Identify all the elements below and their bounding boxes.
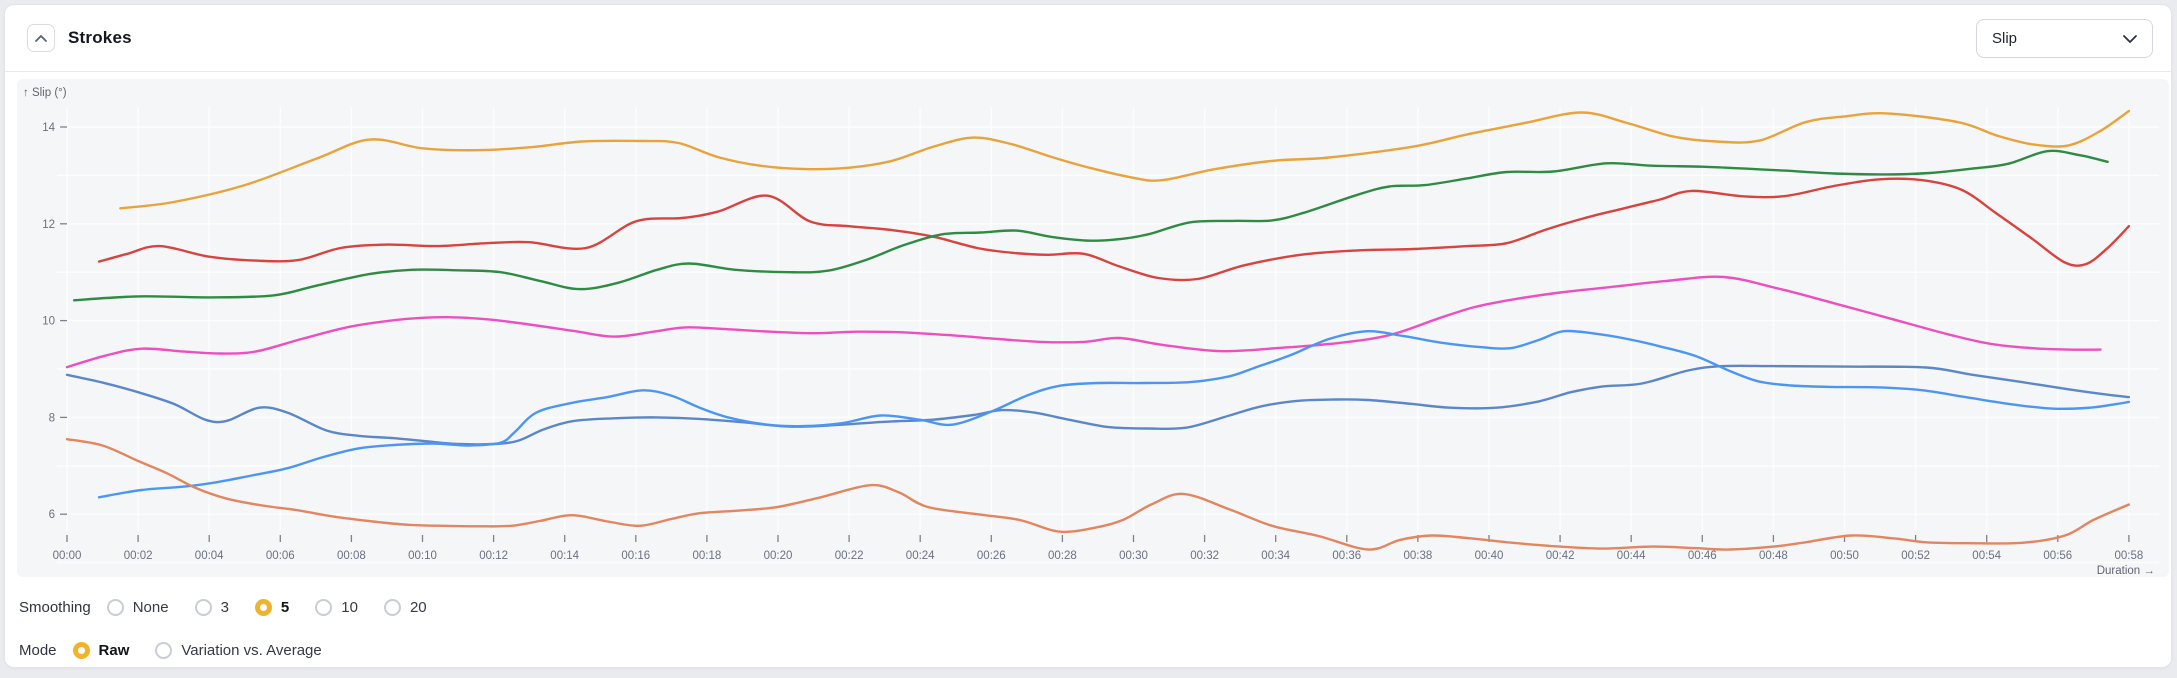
svg-text:00:14: 00:14 xyxy=(550,550,579,562)
smoothing-option-3[interactable]: 3 xyxy=(194,598,229,616)
svg-text:00:40: 00:40 xyxy=(1475,550,1504,562)
svg-text:6: 6 xyxy=(49,509,55,521)
card-header: Strokes Slip xyxy=(5,5,2171,72)
svg-text:00:24: 00:24 xyxy=(906,550,935,562)
svg-text:00:42: 00:42 xyxy=(1546,550,1575,562)
radio-icon[interactable] xyxy=(155,641,173,659)
stroke-salmon-line xyxy=(65,438,2131,551)
svg-text:00:10: 00:10 xyxy=(408,550,437,562)
svg-text:00:36: 00:36 xyxy=(1332,550,1361,562)
svg-text:Duration →: Duration → xyxy=(2097,565,2155,577)
svg-text:00:48: 00:48 xyxy=(1759,550,1788,562)
metric-dropdown-value: Slip xyxy=(1992,30,2018,47)
svg-text:8: 8 xyxy=(49,412,55,424)
radio-option-label: 10 xyxy=(341,598,358,616)
radio-option-label: None xyxy=(132,598,169,616)
svg-text:10: 10 xyxy=(42,316,55,328)
mode-control-row: Mode Raw Variation vs. Average xyxy=(19,634,2157,666)
smoothing-control-row: Smoothing None 3 5 10 20 xyxy=(19,591,2157,623)
radio-icon[interactable] xyxy=(72,641,90,659)
svg-text:00:38: 00:38 xyxy=(1404,550,1433,562)
mode-label: Mode xyxy=(19,641,57,659)
collapse-button[interactable] xyxy=(27,24,55,52)
radio-icon[interactable] xyxy=(383,598,401,616)
mode-option-raw[interactable]: Raw xyxy=(72,641,130,659)
mode-radio-group: Raw Variation vs. Average xyxy=(72,641,348,659)
svg-text:00:32: 00:32 xyxy=(1190,550,1219,562)
smoothing-option-10[interactable]: 10 xyxy=(315,598,358,616)
svg-text:00:58: 00:58 xyxy=(2115,550,2144,562)
stroke-red-line xyxy=(97,177,2131,282)
radio-option-label: 20 xyxy=(409,598,427,616)
svg-text:00:12: 00:12 xyxy=(479,550,508,562)
svg-text:00:52: 00:52 xyxy=(1901,550,1930,562)
smoothing-option-5[interactable]: 5 xyxy=(254,598,290,616)
strokes-line-chart: 6 8 10 12 14 00:00 00:02 00:04 00:06 00:08 00:10 00… xyxy=(17,79,2169,577)
svg-text:00:26: 00:26 xyxy=(977,550,1006,562)
radio-icon[interactable] xyxy=(254,598,272,616)
stroke-magenta-line xyxy=(65,275,2102,369)
svg-text:00:16: 00:16 xyxy=(621,550,650,562)
svg-text:00:02: 00:02 xyxy=(124,550,153,562)
stroke-amber-line xyxy=(119,109,2131,210)
svg-text:00:56: 00:56 xyxy=(2043,550,2072,562)
svg-text:00:08: 00:08 xyxy=(337,550,366,562)
svg-text:00:30: 00:30 xyxy=(1119,550,1148,562)
svg-text:00:00: 00:00 xyxy=(53,550,82,562)
svg-text:↑ Slip (°): ↑ Slip (°) xyxy=(23,87,67,99)
strokes-card: Strokes Slip 6 8 10 12 14 00:00 00:02 00:04 00:0… xyxy=(4,4,2172,668)
smoothing-label: Smoothing xyxy=(19,598,91,616)
page-title: Strokes xyxy=(68,28,132,47)
chevron-up-icon xyxy=(34,34,48,43)
svg-text:00:04: 00:04 xyxy=(195,550,224,562)
chart-controls: Smoothing None 3 5 10 20 Mode Raw Variation v… xyxy=(19,591,2157,677)
metric-dropdown[interactable]: Slip xyxy=(1976,19,2153,58)
svg-text:00:54: 00:54 xyxy=(1972,550,2001,562)
smoothing-option-20[interactable]: 20 xyxy=(383,598,427,616)
svg-text:00:44: 00:44 xyxy=(1617,550,1646,562)
radio-option-label: 3 xyxy=(220,598,229,616)
chart-canvas: 6 8 10 12 14 00:00 00:02 00:04 00:06 00:08 00:10 00… xyxy=(23,87,2159,577)
radio-icon[interactable] xyxy=(315,598,333,616)
mode-option-variation-vs-average[interactable]: Variation vs. Average xyxy=(155,641,322,659)
radio-option-label: 5 xyxy=(280,598,290,616)
stroke-green-line xyxy=(72,149,2109,302)
svg-text:00:22: 00:22 xyxy=(835,550,864,562)
smoothing-option-none[interactable]: None xyxy=(106,598,169,616)
stroke-steel-blue-line xyxy=(65,364,2131,446)
svg-text:12: 12 xyxy=(42,219,55,231)
radio-icon[interactable] xyxy=(106,598,124,616)
svg-text:14: 14 xyxy=(42,122,55,134)
radio-icon[interactable] xyxy=(194,598,212,616)
svg-text:00:18: 00:18 xyxy=(693,550,722,562)
svg-text:00:34: 00:34 xyxy=(1261,550,1290,562)
svg-text:00:20: 00:20 xyxy=(764,550,793,562)
smoothing-radio-group: None 3 5 10 20 xyxy=(106,598,453,616)
svg-text:00:28: 00:28 xyxy=(1048,550,1077,562)
radio-option-label: Raw xyxy=(98,641,130,659)
svg-text:00:06: 00:06 xyxy=(266,550,295,562)
chevron-down-icon xyxy=(2122,34,2138,44)
svg-text:00:50: 00:50 xyxy=(1830,550,1859,562)
radio-option-label: Variation vs. Average xyxy=(181,641,322,659)
stroke-light-blue-line xyxy=(97,329,2131,499)
svg-text:00:46: 00:46 xyxy=(1688,550,1717,562)
